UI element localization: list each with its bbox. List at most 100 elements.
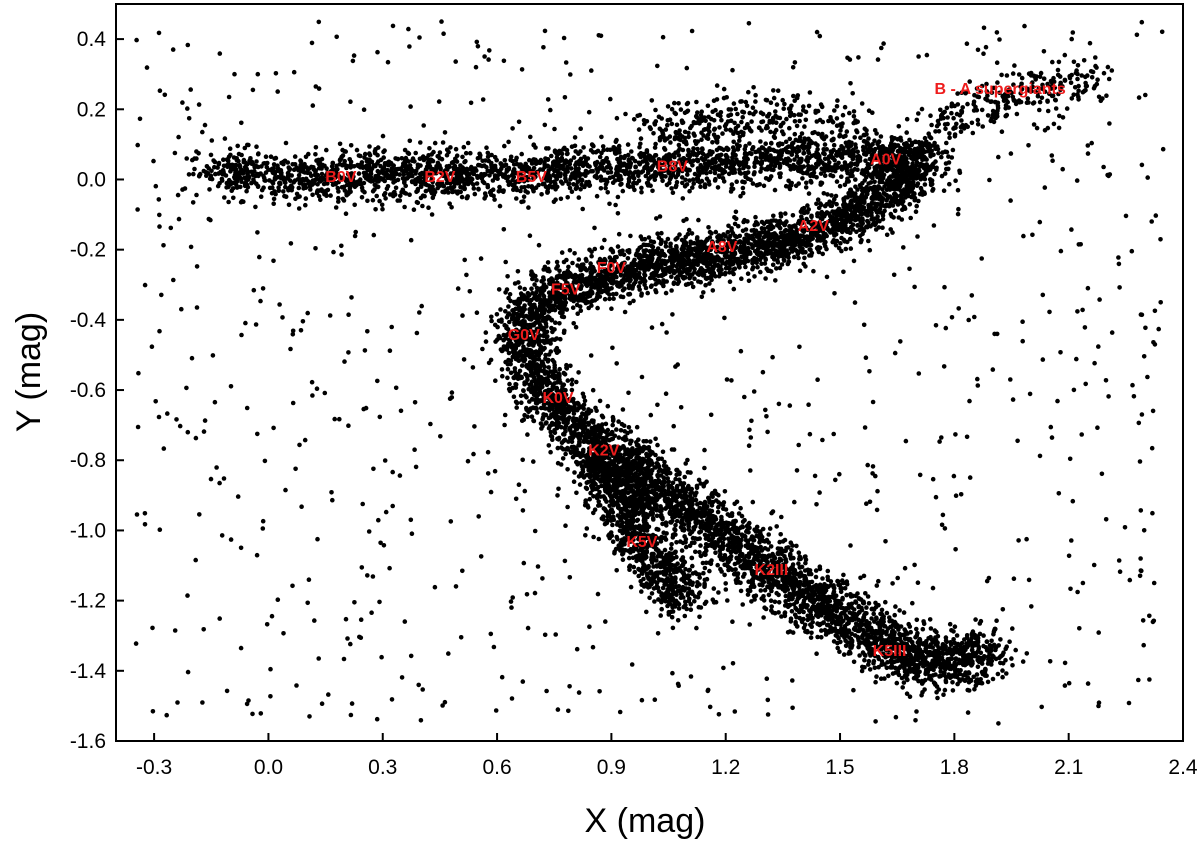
- data-point: [753, 149, 758, 155]
- data-point: [864, 175, 869, 180]
- data-point: [805, 155, 810, 160]
- data-point: [492, 175, 498, 180]
- data-point: [598, 186, 604, 191]
- data-point: [513, 157, 519, 163]
- data-point: [738, 193, 743, 199]
- data-point: [281, 161, 286, 167]
- data-point: [601, 177, 607, 183]
- data-point: [679, 175, 685, 180]
- data-point: [625, 142, 631, 147]
- data-point: [598, 174, 604, 179]
- data-point: [853, 177, 858, 182]
- data-point: [595, 169, 600, 175]
- data-point: [563, 451, 568, 457]
- data-point: [680, 196, 686, 201]
- data-point: [573, 162, 578, 168]
- data-point: [186, 172, 192, 177]
- data-point: [853, 145, 859, 150]
- data-point: [609, 498, 615, 504]
- data-point: [548, 179, 554, 185]
- data-point: [201, 168, 207, 174]
- data-point: [755, 182, 760, 188]
- data-point: [811, 166, 817, 172]
- data-point: [815, 143, 820, 148]
- data-point: [882, 208, 887, 214]
- data-point: [472, 191, 478, 197]
- data-point: [668, 546, 674, 551]
- data-point: [567, 248, 573, 253]
- data-point: [458, 177, 463, 183]
- data-point: [324, 193, 329, 198]
- data-point: [855, 223, 860, 228]
- data-point: [190, 200, 196, 205]
- data-point: [709, 150, 715, 155]
- data-point: [639, 189, 644, 195]
- data-point: [502, 143, 507, 149]
- data-point: [347, 157, 353, 162]
- data-point: [554, 276, 559, 281]
- data-point: [699, 137, 704, 142]
- data-point: [489, 152, 494, 158]
- data-point: [638, 141, 643, 147]
- data-point: [575, 311, 580, 317]
- data-point: [287, 167, 292, 173]
- data-point: [531, 142, 537, 147]
- data-point: [497, 203, 503, 209]
- data-point: [487, 173, 492, 178]
- data-point: [636, 284, 642, 289]
- data-point: [825, 192, 830, 197]
- data-point: [572, 169, 578, 175]
- data-point: [450, 189, 455, 195]
- data-point: [296, 185, 302, 191]
- data-points: [133, 19, 1166, 726]
- data-point: [652, 177, 658, 182]
- data-point: [628, 584, 634, 590]
- data-point: [950, 147, 956, 153]
- data-point: [476, 187, 481, 192]
- data-point: [318, 197, 323, 203]
- data-point: [811, 170, 817, 175]
- data-point: [374, 193, 380, 199]
- data-point: [482, 163, 487, 168]
- data-point: [673, 161, 678, 166]
- data-point: [461, 185, 467, 190]
- data-point: [554, 155, 560, 160]
- data-point: [222, 136, 228, 141]
- data-point: [690, 177, 696, 182]
- data-point: [573, 324, 579, 330]
- data-point: [927, 177, 933, 182]
- data-point: [596, 287, 601, 293]
- data-point: [463, 150, 469, 156]
- data-point: [590, 298, 595, 304]
- data-point: [427, 161, 432, 166]
- data-point: [525, 432, 530, 437]
- data-point: [698, 279, 703, 285]
- data-point: [335, 185, 341, 191]
- data-point: [236, 151, 242, 157]
- data-point: [319, 171, 325, 177]
- data-point: [639, 185, 644, 191]
- data-point: [759, 166, 764, 171]
- data-point: [479, 174, 484, 179]
- data-point: [525, 414, 530, 420]
- data-point: [735, 159, 741, 165]
- data-point: [734, 179, 739, 184]
- data-point: [290, 162, 296, 167]
- data-point: [772, 187, 778, 193]
- data-point: [584, 486, 590, 492]
- data-point: [558, 462, 564, 467]
- data-point: [588, 148, 594, 153]
- data-point: [593, 405, 598, 411]
- data-point: [263, 178, 268, 183]
- data-point: [415, 162, 421, 168]
- data-point: [568, 158, 574, 163]
- data-point: [526, 205, 531, 210]
- data-point: [465, 174, 470, 180]
- data-point: [261, 185, 266, 190]
- data-point: [418, 183, 424, 189]
- data-point: [255, 184, 261, 189]
- data-point: [581, 145, 586, 150]
- data-point: [391, 180, 396, 185]
- data-point: [649, 591, 655, 596]
- data-point: [310, 182, 315, 187]
